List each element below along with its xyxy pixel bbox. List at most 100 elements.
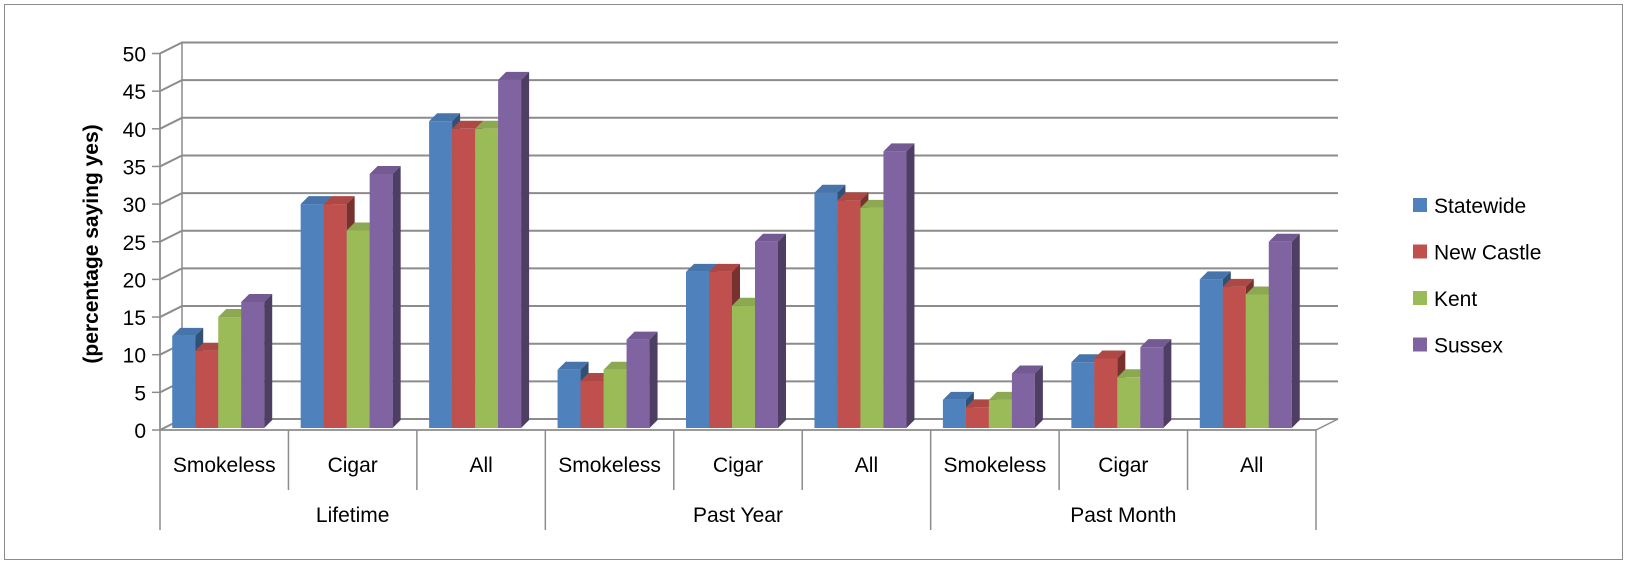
x-category-label: Cigar [328,454,378,477]
bar-front [603,369,627,428]
y-tick-label: 30 [123,194,146,217]
legend-swatch [1413,198,1427,212]
bar-front [452,128,476,429]
bar-top [686,263,717,272]
bar [1140,339,1172,428]
x-category-label: Cigar [1098,454,1148,477]
legend-swatch [1413,244,1427,259]
legend-item: Sussex [1413,335,1503,358]
bar-front [1011,373,1035,428]
bar-area [172,71,1300,429]
y-axis: 0 5 10 15 20 25 30 35 40 45 50 [123,44,161,443]
bar-front [1071,362,1095,428]
bar-top [323,196,355,205]
x-group-label: Lifetime [316,504,390,527]
bar-front [323,204,347,428]
gridline [159,154,1338,168]
bar-front [580,381,604,428]
bar-front [218,317,242,428]
gridline [159,267,1338,281]
bar-front [475,128,499,429]
bar-front [1117,377,1141,428]
bar-front [755,241,778,428]
y-tick-label: 0 [134,420,146,443]
bar-top [709,263,740,272]
gridline [159,41,1338,55]
legend-label: New Castle [1434,242,1541,265]
y-tick-label: 25 [123,232,146,255]
legend-swatch [1413,291,1427,305]
bar-front [195,350,219,428]
legend-item: New Castle [1413,242,1541,265]
bar-front [732,305,755,428]
bar [755,233,786,428]
x-category-label: All [855,454,878,477]
bar-top [452,120,484,129]
bar-top [557,361,589,370]
bar-top [300,196,332,205]
bar-top [942,391,974,400]
y-tick-label: 10 [123,345,146,368]
bar-side [1291,233,1300,428]
bar-top [241,293,273,302]
x-category-label: Smokeless [944,454,1047,477]
bar-side [778,233,786,428]
bar-top [1268,233,1300,242]
bar-side [264,293,273,428]
y-tick-label: 15 [123,307,146,330]
bar-front [860,207,884,428]
bar-front [1222,286,1246,428]
legend-swatch [1413,337,1427,352]
x-category-label: Smokeless [558,454,661,477]
x-category-label: All [469,454,492,477]
bar-side [1163,339,1172,428]
bar-top [1140,339,1172,348]
bar-front [837,200,861,428]
bar-top [837,192,869,201]
bar-top [814,184,846,193]
bar-side [649,331,658,428]
bar-front [814,192,838,428]
bar-front [557,369,581,428]
bar [883,143,915,428]
bar-top [883,143,915,152]
legend: Statewide New Castle Kent Sussex [1413,195,1541,358]
bar-top [1094,350,1126,359]
bar-front [369,173,393,428]
y-tick-label: 5 [134,382,146,405]
bar-front [883,151,907,428]
bar-front [172,335,196,428]
gridline [159,192,1338,205]
legend-label: Statewide [1434,195,1526,218]
bar-front [1268,241,1292,428]
bar-top [429,113,461,122]
bar-side [1034,365,1043,428]
bar-front [1094,358,1118,428]
bar-front [965,407,989,428]
y-tick-label: 50 [123,44,146,67]
legend-item: Kent [1413,288,1477,311]
bar-front [686,271,709,428]
y-tick-label: 45 [123,81,146,104]
bar-front [626,339,650,428]
bar-front [1245,294,1269,428]
y-axis-title: (percentage saying yes) [80,124,103,363]
legend-item: Statewide [1413,195,1526,218]
bar-top [1222,278,1254,287]
bar-front [988,399,1012,428]
bar-front [1199,279,1223,428]
bar-top [369,165,401,174]
bar-front [498,79,522,428]
bar-top [1011,365,1043,374]
bar-top [172,327,204,336]
bar-top [498,71,530,80]
bar-top [626,331,658,340]
bar [626,331,658,428]
legend-label: Kent [1434,288,1477,311]
bar-front [1140,347,1164,428]
gridline [159,305,1338,318]
y-tick-label: 35 [123,156,146,179]
bar-side [906,143,915,428]
bar-front [709,271,732,428]
